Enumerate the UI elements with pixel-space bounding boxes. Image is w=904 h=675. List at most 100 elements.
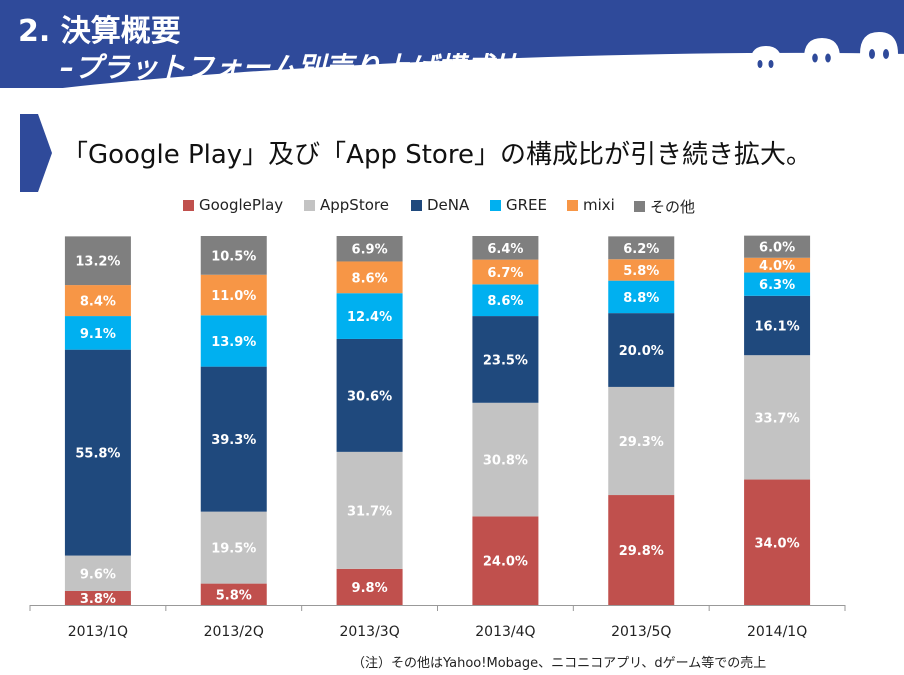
bar-segment <box>744 355 811 480</box>
data-label: 13.2% <box>75 255 120 270</box>
bar-segment <box>608 495 675 605</box>
data-label: 34.0% <box>755 536 800 551</box>
x-tick-label: 2013/4Q <box>475 624 535 640</box>
bar-segment <box>64 349 131 556</box>
legend-item: GooglePlay <box>183 196 283 214</box>
data-label: 5.8% <box>216 588 252 603</box>
data-label: 8.4% <box>80 295 116 310</box>
bar-segment <box>64 590 131 605</box>
legend-item: その他 <box>634 196 695 217</box>
bar-segment <box>64 236 131 286</box>
data-label: 9.6% <box>80 567 116 582</box>
data-label: 6.9% <box>352 243 388 258</box>
data-label: 5.8% <box>623 264 659 279</box>
chart-legend: GooglePlay AppStore DeNA GREE mixi その他 <box>0 196 904 220</box>
bar-segment <box>336 451 403 569</box>
bar-segment <box>200 583 267 605</box>
legend-item: GREE <box>490 196 547 214</box>
data-label: 9.8% <box>352 581 388 596</box>
legend-swatch <box>411 199 422 211</box>
x-tick-label: 2013/1Q <box>68 624 128 640</box>
bar-segment <box>200 366 267 512</box>
slide-message: 「Google Play」及び「App Store」の構成比が引き続き拡大。 <box>62 140 812 170</box>
data-label: 12.4% <box>347 310 392 325</box>
data-label: 9.1% <box>80 327 116 342</box>
bar-segment <box>472 284 539 317</box>
legend-item: mixi <box>567 196 615 214</box>
legend-label: GooglePlay <box>199 196 284 214</box>
bar-segment <box>336 236 403 262</box>
bar-segment <box>744 257 811 273</box>
bar-segment <box>200 315 267 367</box>
legend-label: AppStore <box>320 196 389 214</box>
data-label: 20.0% <box>619 344 664 359</box>
bar-segment <box>608 386 675 496</box>
data-label: 8.8% <box>623 291 659 306</box>
legend-item: DeNA <box>411 196 469 214</box>
bar-segment <box>472 402 539 517</box>
data-label: 6.0% <box>759 241 795 256</box>
accent-arrow-bar <box>20 114 52 192</box>
bar-segment <box>608 236 675 260</box>
data-label: 4.0% <box>759 259 795 274</box>
bar-segment <box>744 479 811 605</box>
legend-swatch <box>490 199 501 211</box>
bar-segment <box>336 261 403 294</box>
bar-segment <box>200 511 267 584</box>
bar-segment <box>472 236 539 260</box>
x-tick-label: 2013/5Q <box>611 624 671 640</box>
bar-segment <box>608 259 675 281</box>
page-title: 2. 決算概要 <box>18 6 181 50</box>
legend-swatch <box>183 199 194 211</box>
data-label: 10.5% <box>211 249 256 264</box>
header-band: 2. 決算概要 –プラットフォーム別売り上げ構成比 – <box>0 0 904 88</box>
bar-segment <box>64 285 131 317</box>
data-label: 16.1% <box>755 319 800 334</box>
title-main: 決算概要 <box>60 14 181 49</box>
legend-label: mixi <box>583 196 615 214</box>
bar-segment <box>608 280 675 314</box>
bar-segment <box>336 338 403 452</box>
title-number: 2. <box>18 14 51 49</box>
data-label: 6.7% <box>487 266 523 281</box>
legend-swatch <box>634 201 645 212</box>
data-label: 11.0% <box>211 289 256 304</box>
legend-label: GREE <box>506 196 548 214</box>
legend-swatch <box>567 199 578 211</box>
bar-segment <box>472 259 539 285</box>
legend-item: AppStore <box>304 196 389 214</box>
bar-segment <box>64 555 131 591</box>
bar-segment <box>64 316 131 350</box>
ghost-mascot-icon <box>804 38 840 86</box>
data-label: 55.8% <box>75 447 120 462</box>
data-label: 24.0% <box>483 555 528 570</box>
data-label: 3.8% <box>80 592 116 607</box>
data-label: 33.7% <box>755 411 800 426</box>
bar-segment <box>608 313 675 387</box>
data-label: 8.6% <box>352 271 388 286</box>
data-label: 19.5% <box>211 542 256 557</box>
x-tick-label: 2013/3Q <box>339 624 399 640</box>
data-label: 29.3% <box>619 435 664 450</box>
legend-swatch <box>304 199 315 211</box>
bar-segment <box>472 516 539 605</box>
stacked-bar-chart: 3.8% 9.6% 55.8% 9.1% 8.4% 13.2% 2013/1Q 5.8% 19.… <box>29 235 846 640</box>
x-tick-label: 2014/1Q <box>747 624 807 640</box>
data-label: 30.6% <box>347 389 392 404</box>
data-label: 23.5% <box>483 353 528 368</box>
bar-segment <box>200 236 267 275</box>
data-label: 6.4% <box>487 242 523 257</box>
x-tick-label: 2013/2Q <box>204 624 264 640</box>
ghost-mascot-icon <box>860 32 898 84</box>
data-label: 6.3% <box>759 278 795 293</box>
bar-segment <box>336 568 403 605</box>
data-label: 13.9% <box>211 335 256 350</box>
legend-label: その他 <box>650 198 696 216</box>
data-label: 39.3% <box>211 433 256 448</box>
footnote: （注）その他はYahoo!Mobage、ニコニコアプリ、dゲーム等での売上 <box>352 656 767 671</box>
legend-label: DeNA <box>427 196 470 214</box>
data-label: 31.7% <box>347 504 392 519</box>
bar-segment <box>744 295 811 356</box>
data-label: 30.8% <box>483 454 528 469</box>
bar-segment <box>744 235 811 258</box>
